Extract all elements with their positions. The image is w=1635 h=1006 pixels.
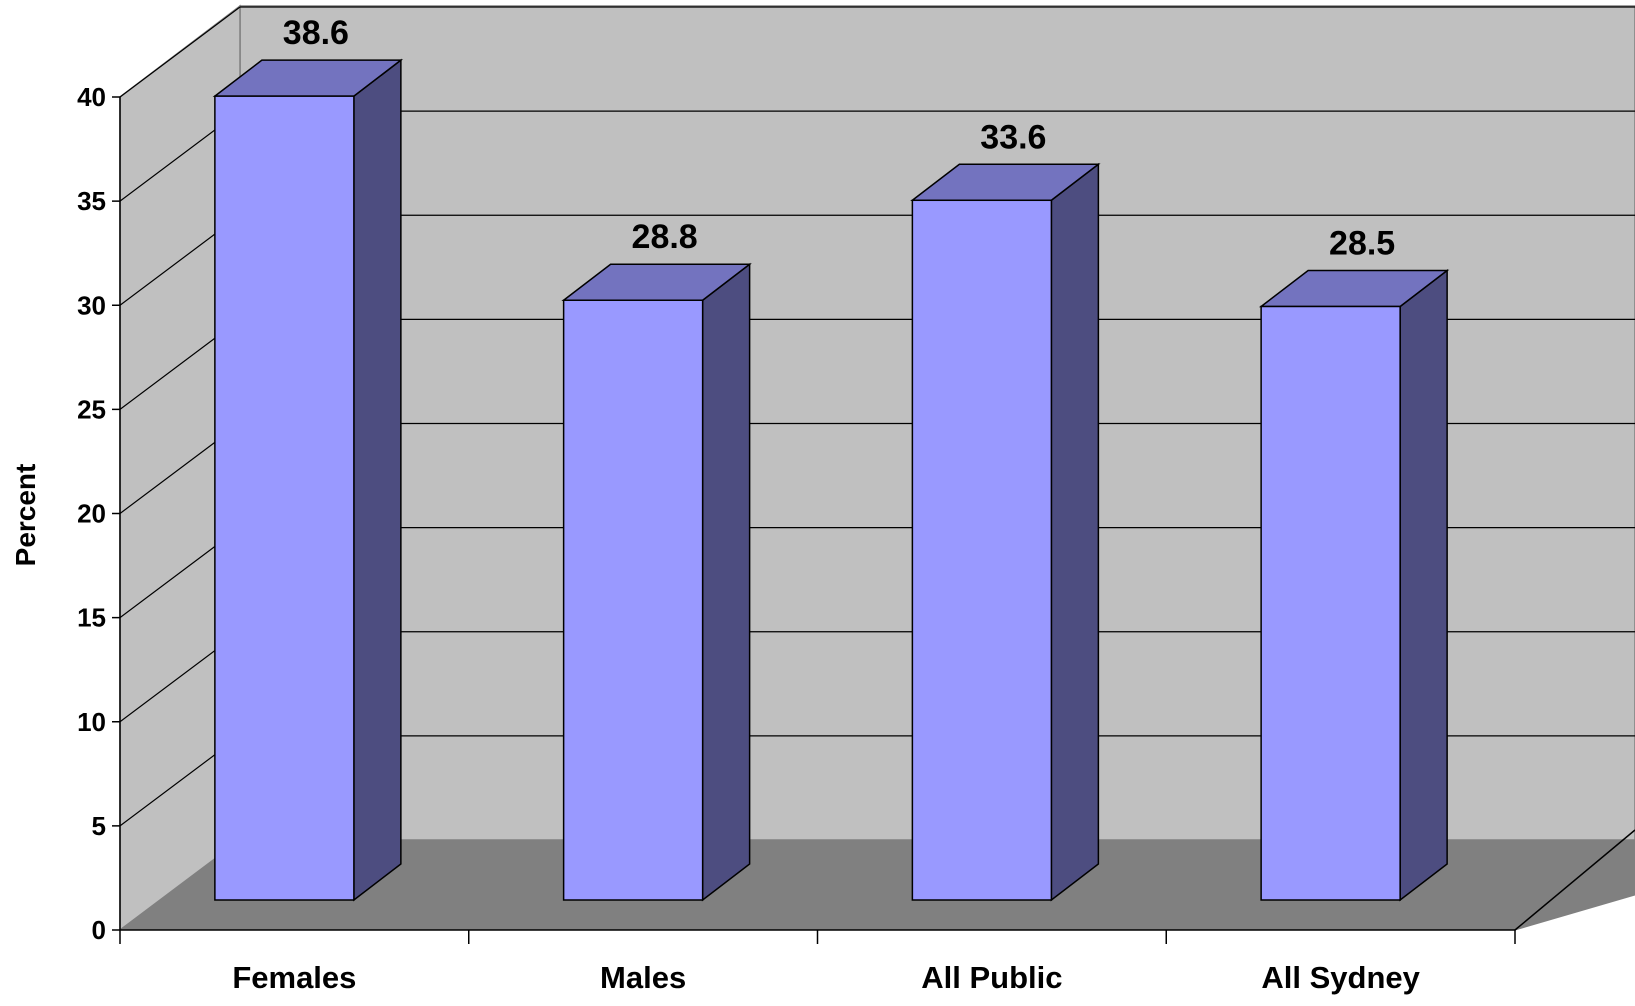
y-tick-label: 40 [77,82,106,112]
floor-edge [1514,829,1635,931]
y-tick-label: 10 [77,707,106,737]
y-tick-label: 20 [77,499,106,529]
x-tick-label: Females [232,960,356,995]
data-label: 28.8 [632,218,698,256]
x-tick-label: All Sydney [1261,960,1420,995]
y-tick-label: 15 [77,603,106,633]
data-label: 28.5 [1329,224,1395,262]
y-tick-label: 30 [77,290,106,320]
bars [212,58,1450,902]
x-tick-label: Males [600,960,686,995]
data-label: 38.6 [283,14,349,52]
y-axis-label: Percent [10,464,41,567]
bar [911,199,1053,901]
bar [562,299,704,901]
data-label: 33.6 [980,118,1046,156]
axes: 0 5 10 15 20 25 30 35 40 [77,82,1635,945]
bar [1260,305,1401,901]
chart-labels: Percent 38.6 Females 28.8 Males 33.6 All Publ… [10,14,1421,995]
y-tick-label: 25 [77,394,106,424]
bar-side [1399,268,1448,902]
bar-side [701,262,751,902]
y-tick-label: 35 [77,186,106,216]
bar-side [353,58,402,902]
y-tick-label: 0 [92,915,106,945]
gridline-side [119,6,241,98]
bar-side [1050,162,1100,902]
y-tick-label: 5 [92,811,106,841]
x-tick-label: All Public [921,960,1062,995]
bar [214,95,355,901]
